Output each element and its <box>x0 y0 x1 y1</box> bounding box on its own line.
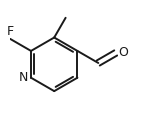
Text: F: F <box>7 25 14 38</box>
Text: O: O <box>118 46 128 59</box>
Text: N: N <box>18 71 28 84</box>
